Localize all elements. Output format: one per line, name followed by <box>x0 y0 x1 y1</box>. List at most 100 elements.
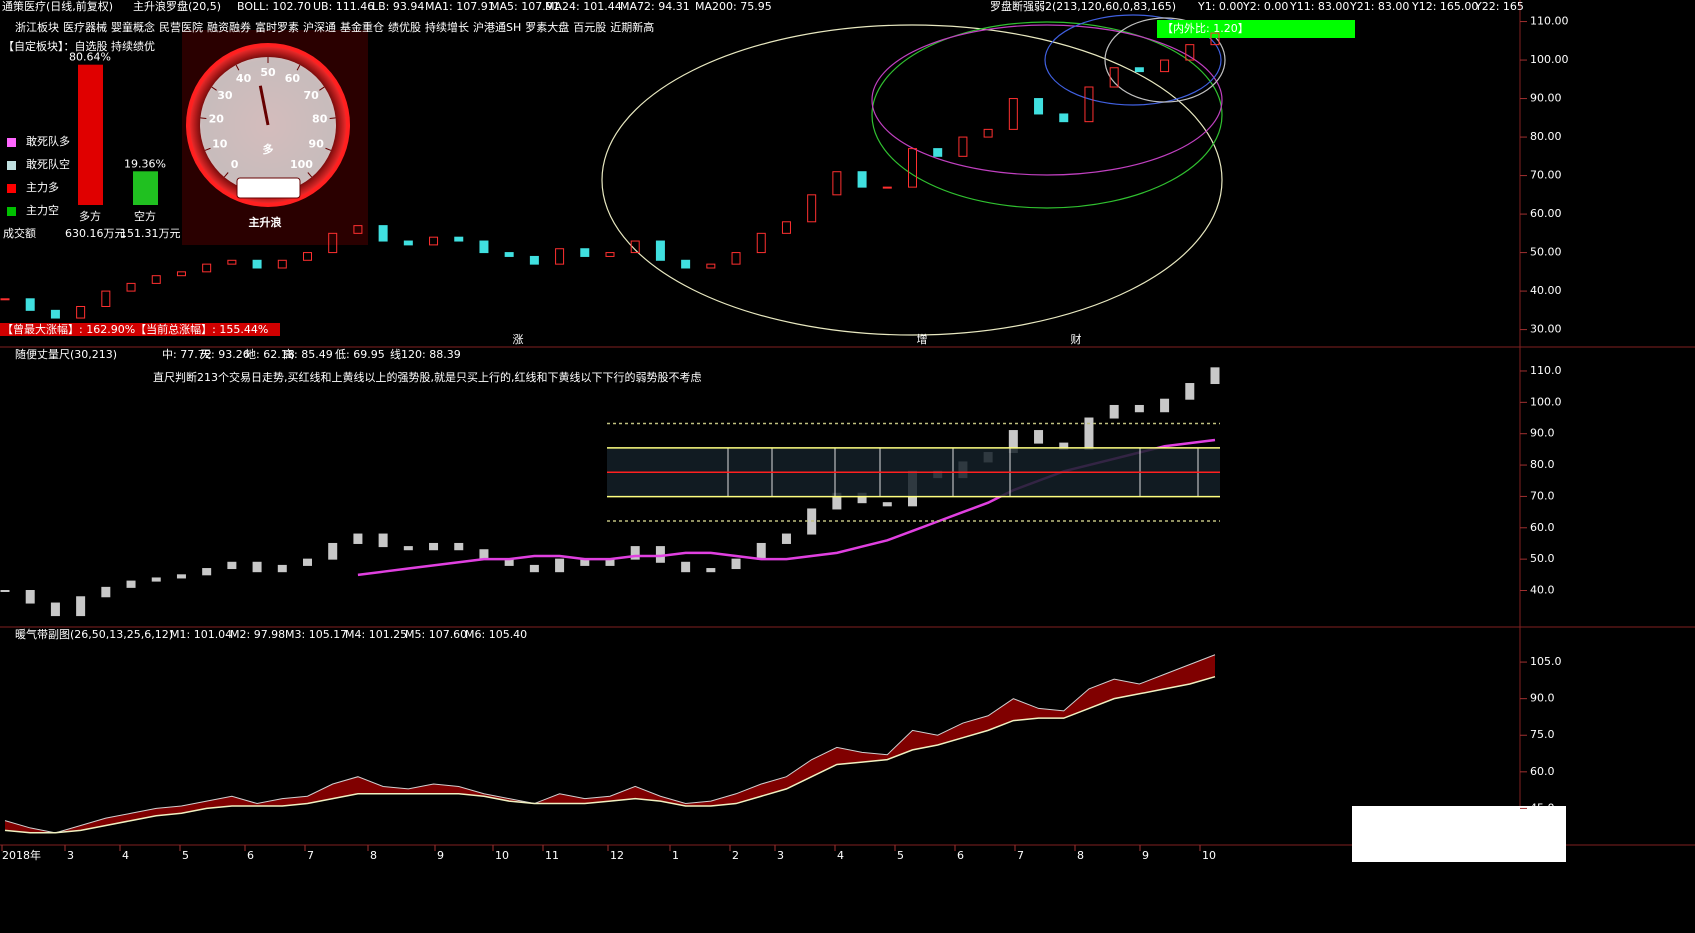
candle <box>403 240 413 246</box>
gauge-tick: 80 <box>312 113 328 126</box>
gauge-needle <box>258 85 270 126</box>
candle <box>504 252 514 257</box>
x-tick-label: 9 <box>1142 849 1149 862</box>
gauge-tick: 60 <box>285 72 301 85</box>
label: 中: 77.72 <box>162 348 212 361</box>
candle <box>277 259 287 269</box>
sector-tag: 医疗器械 <box>63 20 107 34</box>
gauge-tick: 100 <box>290 158 313 171</box>
sector-tag: 罗素大盘 <box>525 20 569 34</box>
candle <box>832 171 842 196</box>
label: 46.05% <box>245 182 291 195</box>
candle <box>151 577 161 582</box>
x-tick-label: 2018年 <box>2 848 41 862</box>
candle <box>731 558 741 570</box>
gauge-tick-mark <box>307 172 313 178</box>
label: www.gszx.com.cn <box>1404 845 1514 858</box>
candle <box>303 252 312 261</box>
candle <box>983 128 993 138</box>
x-tick-label: 4 <box>122 849 129 862</box>
label: Y22: 165 <box>1474 0 1524 13</box>
label: 【内外比: 1.20】 <box>1162 21 1249 35</box>
gauge-tick: 10 <box>212 137 228 150</box>
candle <box>202 568 212 576</box>
gauge-tick-mark <box>296 64 301 71</box>
candle <box>681 259 691 269</box>
label: 空方 <box>134 209 156 223</box>
candle <box>756 232 766 254</box>
x-tick-label: 6 <box>247 849 254 862</box>
label: M5: 107.60 <box>405 628 467 641</box>
ellipse <box>871 21 1223 209</box>
candle <box>958 136 968 157</box>
candle <box>1084 86 1094 123</box>
x-tick-label: 3 <box>67 849 74 862</box>
label: 多 <box>263 142 274 156</box>
lower-line <box>4 675 1216 834</box>
label: 高: 85.49 <box>283 347 333 361</box>
y-tick-label: 60.0 <box>1530 765 1555 778</box>
label: 19.36% <box>124 157 166 170</box>
label: 主升浪罗盘(20,5) <box>133 0 221 13</box>
label: BOLL: 102.70 <box>237 0 311 13</box>
sector-tag: 婴童概念 <box>111 20 155 34</box>
candle <box>176 271 186 277</box>
candle <box>202 263 212 273</box>
label: 低: 69.95 <box>335 348 385 361</box>
label: 增 <box>917 332 928 346</box>
x-tick-label: 8 <box>370 849 377 862</box>
gauge-tick-mark <box>325 147 332 151</box>
label: 涨 <box>513 333 524 346</box>
x-tick-label: 7 <box>1017 849 1024 862</box>
y-tick-label: 100.00 <box>1530 53 1569 66</box>
candle <box>630 240 640 254</box>
label: 【曾最大涨幅】: 162.90%【当前总涨幅】: 155.44% <box>2 322 268 336</box>
candle <box>328 542 338 560</box>
sector-tag: 绩优股 <box>388 21 421 34</box>
gauge-tick-mark <box>200 117 207 120</box>
label: M6: 105.40 <box>465 628 527 641</box>
legend-swatch <box>7 138 16 147</box>
candle <box>630 546 640 560</box>
label: Y1: 0.00 <box>1197 0 1243 13</box>
candle <box>328 232 338 254</box>
candle <box>908 148 917 188</box>
candle <box>126 580 136 588</box>
strength-bar <box>78 64 103 205</box>
candle <box>529 564 539 573</box>
x-tick-label: 12 <box>610 849 624 862</box>
ellipse <box>601 24 1223 336</box>
price-line <box>4 654 1216 834</box>
gauge-tick: 20 <box>209 113 225 126</box>
label: M1: 101.04 <box>170 628 232 641</box>
candle <box>731 252 741 265</box>
label: 80.64% <box>69 51 111 64</box>
sector-tag: 基金重仓 <box>340 20 384 34</box>
candle <box>353 533 363 544</box>
candle <box>101 290 111 307</box>
candle <box>1210 32 1220 46</box>
candle <box>479 240 489 254</box>
candle <box>0 590 10 593</box>
legend-label: 主力空 <box>26 203 59 217</box>
candle <box>1185 44 1195 61</box>
candle <box>706 263 716 269</box>
ratio-box <box>1157 20 1355 38</box>
y-tick-label: 70.0 <box>1530 489 1555 502</box>
y-tick-label: 105.0 <box>1530 655 1562 668</box>
label: 地: 62.18 <box>245 348 295 361</box>
candle <box>555 248 565 265</box>
candle <box>76 596 86 617</box>
y-tick-label: 50.0 <box>1530 552 1555 565</box>
candle <box>252 259 262 269</box>
strength-bar <box>133 171 158 205</box>
y-tick-label: 40.00 <box>1530 284 1562 297</box>
candle <box>1034 98 1044 115</box>
candle <box>454 236 464 242</box>
candle <box>454 542 464 551</box>
candle <box>1059 113 1069 123</box>
candle <box>882 502 892 507</box>
label: 线120: 88.39 <box>390 347 461 361</box>
candle <box>25 590 35 604</box>
candle <box>1185 383 1195 400</box>
